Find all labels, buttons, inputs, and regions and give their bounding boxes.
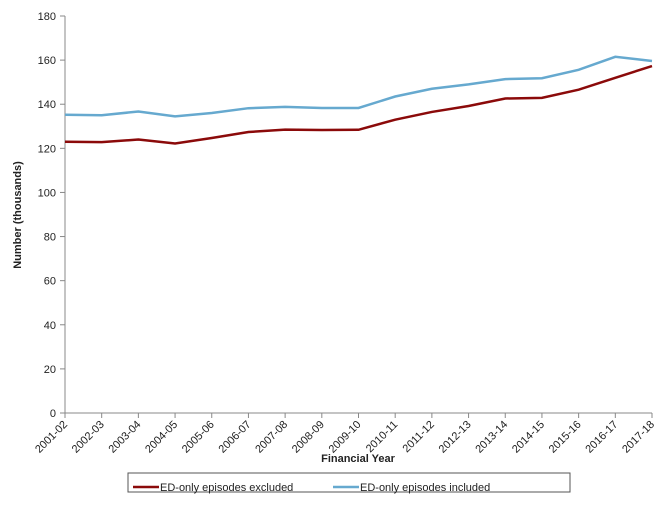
y-axis-label: Number (thousands) xyxy=(12,161,24,269)
x-tick-label: 2009-10 xyxy=(327,419,364,456)
x-tick-label: 2013-14 xyxy=(473,419,510,456)
series-line xyxy=(64,64,653,145)
y-tick-label: 120 xyxy=(38,143,56,155)
x-tick-label: 2001-02 xyxy=(33,419,70,456)
x-tick-label: 2014-15 xyxy=(510,419,547,456)
x-tick-label: 2006-07 xyxy=(217,419,254,456)
y-tick-label: 140 xyxy=(38,99,56,111)
x-tick-label: 2002-03 xyxy=(70,419,107,456)
x-tick-label: 2012-13 xyxy=(437,419,474,456)
x-tick-label: 2016-17 xyxy=(583,419,620,456)
x-tick-label: 2010-11 xyxy=(364,419,400,455)
y-tick-label: 80 xyxy=(44,232,56,244)
legend-box xyxy=(127,472,571,493)
legend-label: ED-only episodes included xyxy=(360,482,490,494)
legend-label: ED-only episodes excluded xyxy=(160,482,293,494)
y-tick-label: 0 xyxy=(50,408,56,420)
x-tick-label: 2003-04 xyxy=(106,419,143,456)
y-tick-label: 180 xyxy=(38,11,56,23)
x-tick-label: 2004-05 xyxy=(143,419,180,456)
x-tick-label: 2017-18 xyxy=(620,419,654,456)
series-line xyxy=(64,55,653,118)
y-tick-label: 100 xyxy=(38,187,56,199)
y-tick-label: 20 xyxy=(44,364,56,376)
x-tick-label: 2005-06 xyxy=(180,419,217,456)
x-tick-label: 2015-16 xyxy=(547,419,584,456)
y-tick-label: 160 xyxy=(38,55,56,67)
y-tick-label: 60 xyxy=(44,276,56,288)
x-tick-label: 2007-08 xyxy=(253,419,290,456)
x-tick-label: 2011-12 xyxy=(401,419,437,455)
y-tick-label: 40 xyxy=(44,320,56,332)
x-axis-label: Financial Year xyxy=(321,453,396,465)
x-tick-label: 2008-09 xyxy=(290,419,327,456)
